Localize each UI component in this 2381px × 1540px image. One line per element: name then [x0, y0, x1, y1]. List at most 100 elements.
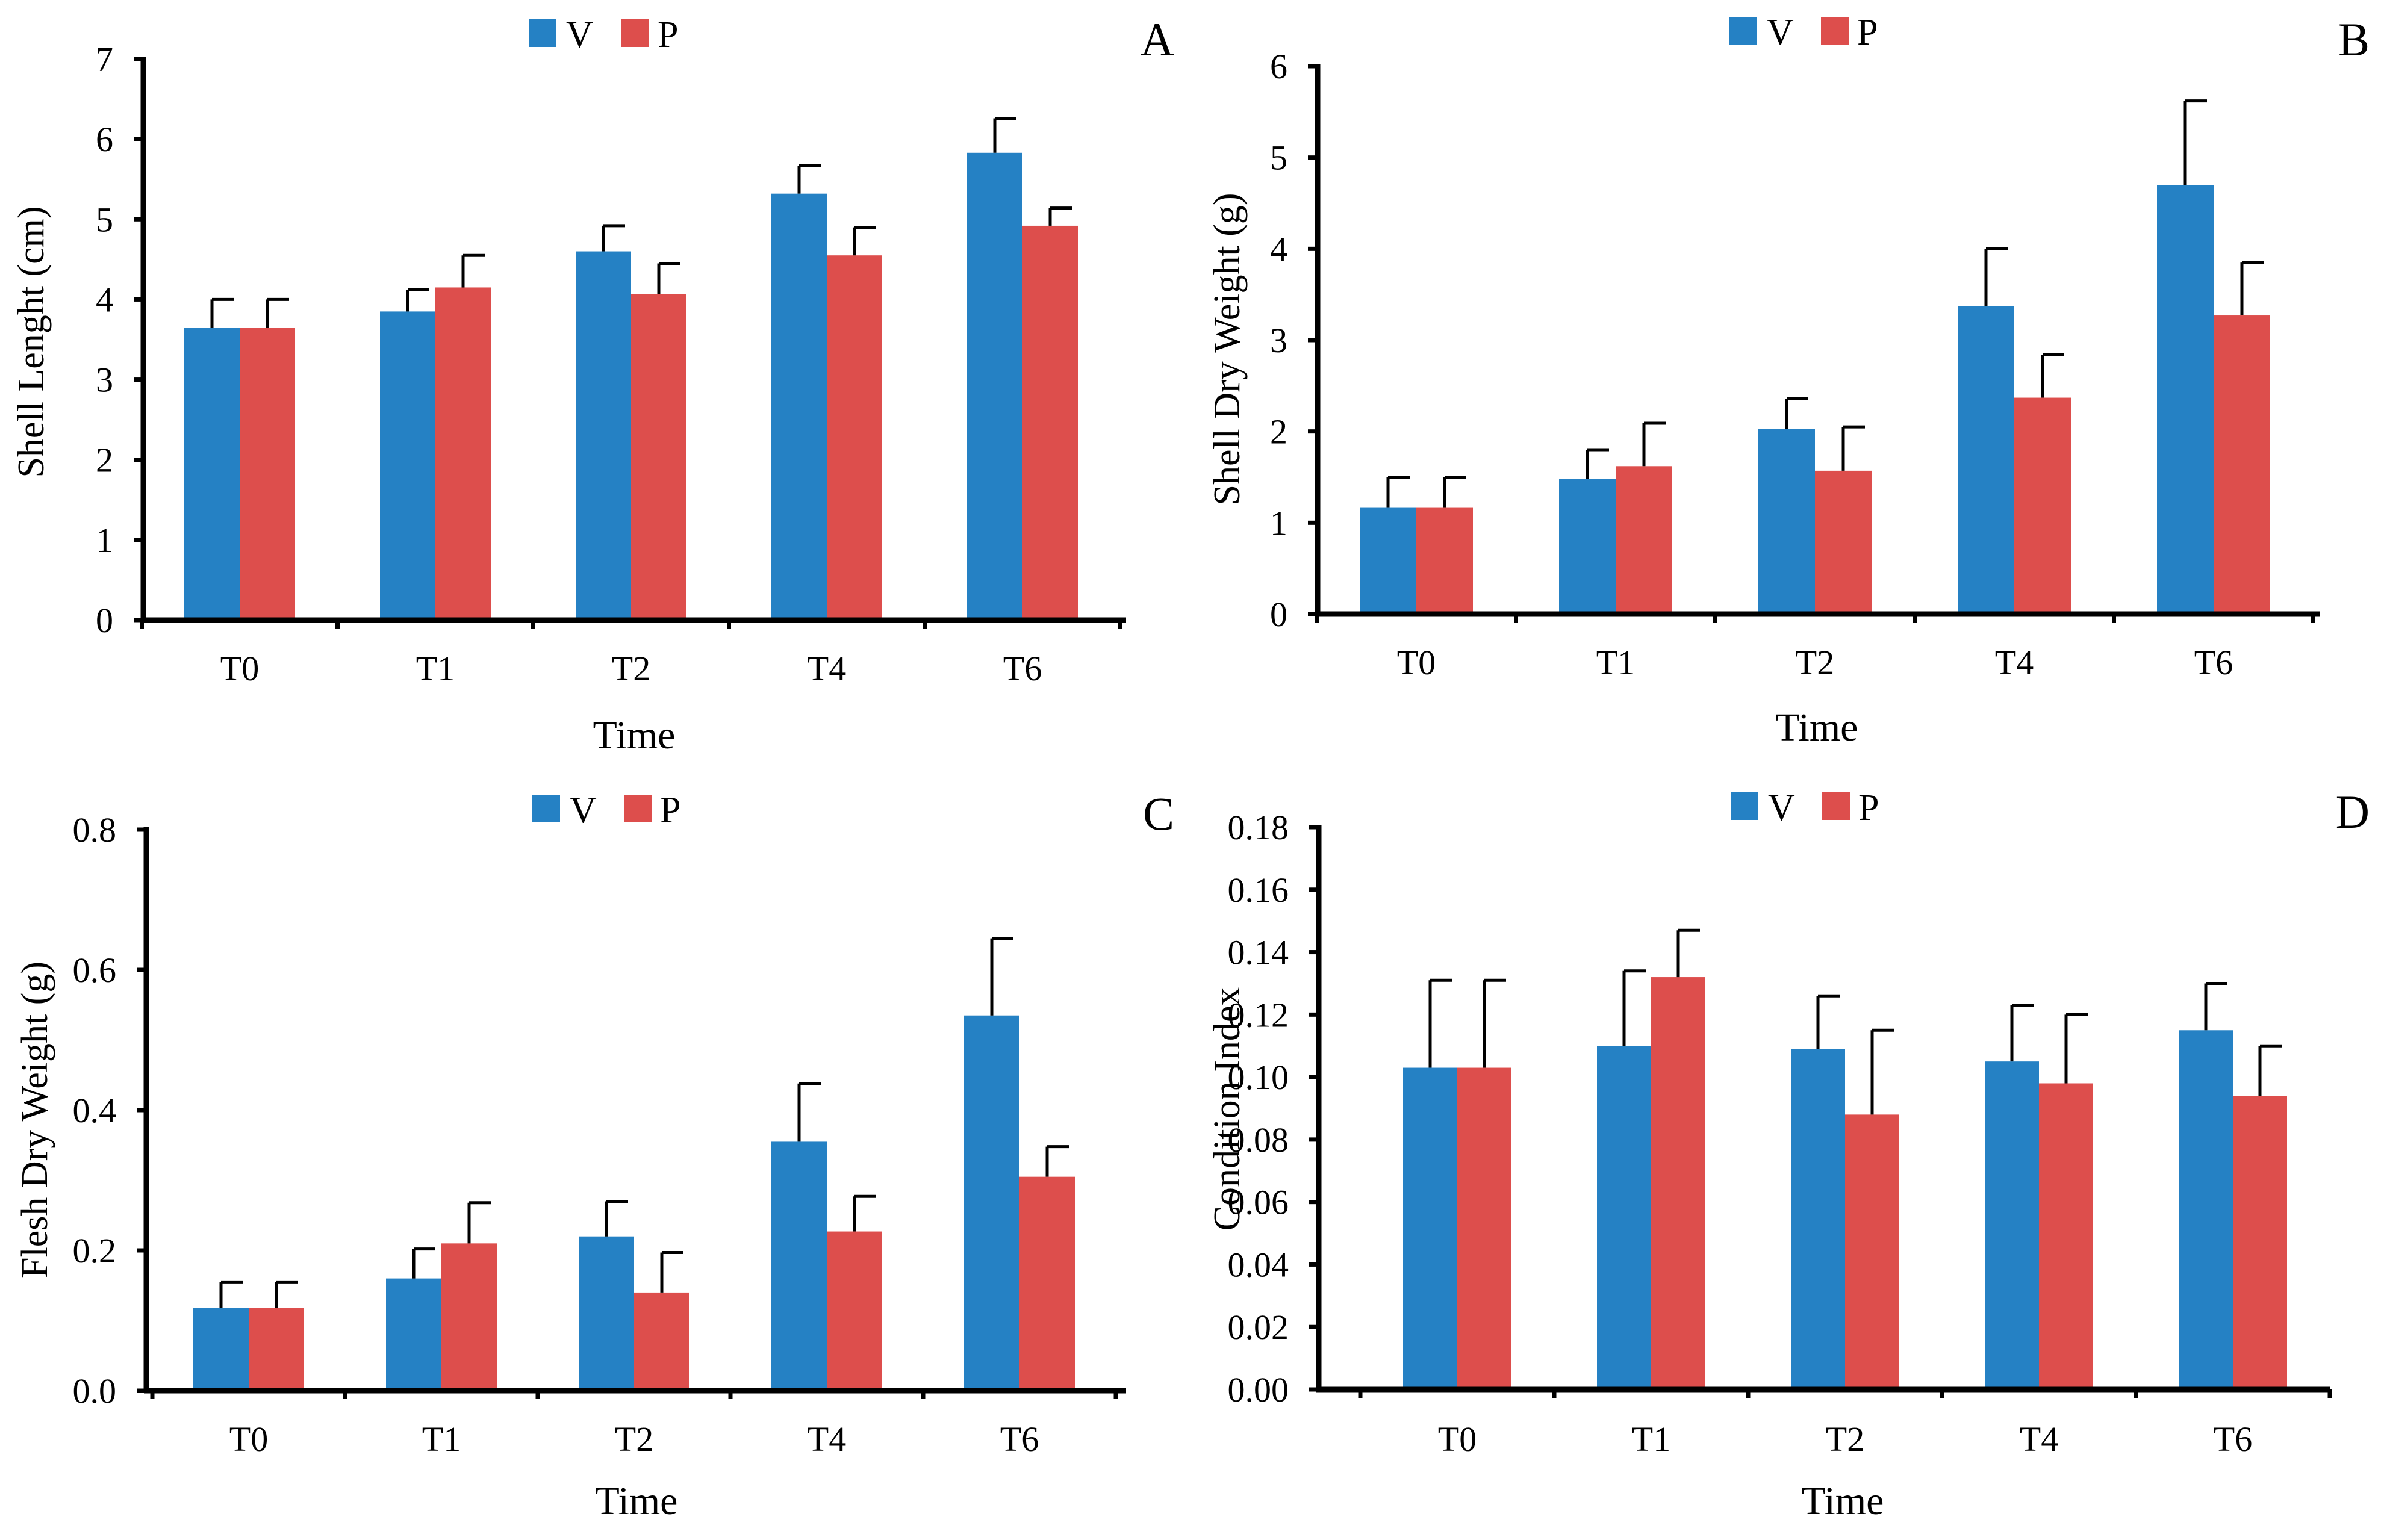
- panel-b-x-tick-label-t0: T0: [1397, 643, 1436, 682]
- panel-d-x-tick-label-t1: T1: [1632, 1420, 1670, 1459]
- panel-a-bar-p-t1: [435, 287, 491, 620]
- panel-a: A V P Time Shell Lenght (cm) T0 T1 T2 T4 T6 0…: [11, 13, 1174, 757]
- panel-d-bar-v-t1: [1597, 1046, 1651, 1389]
- panel-a-bar-p-t2: [631, 294, 686, 620]
- panel-c-x-tick-label-t1: T1: [422, 1420, 461, 1459]
- panel-c-y-tick-label-4: 0.8: [73, 810, 117, 849]
- panel-a-y-axis-title: Shell Lenght (cm): [11, 206, 52, 477]
- panel-d-x-tick-label-t4: T4: [2020, 1420, 2058, 1459]
- panel-b-bar-p-t0: [1416, 507, 1473, 614]
- panel-a-x-tick-label-t4: T4: [808, 649, 846, 688]
- panel-a-legend-p-label: P: [658, 14, 678, 55]
- panel-b-legend-p-label: P: [1857, 12, 1878, 53]
- panel-d-y-tick-label-5: 0.10: [1228, 1058, 1289, 1097]
- panel-a-legend-v-swatch: [529, 19, 556, 47]
- panel-b-y-tick-label-5: 5: [1270, 138, 1287, 178]
- panel-c-legend-p-swatch: [624, 795, 652, 822]
- panel-d-x-axis-title: Time: [1802, 1479, 1884, 1523]
- panel-c-y-tick-label-2: 0.4: [73, 1091, 117, 1130]
- panel-b-bar-v-t0: [1360, 507, 1416, 614]
- panel-d-y-tick-label-9: 0.18: [1228, 808, 1289, 847]
- panel-b-bar-v-t6: [2157, 185, 2214, 615]
- panel-a-x-tick-label-t6: T6: [1003, 649, 1042, 688]
- panel-d-bar-p-t1: [1651, 977, 1705, 1389]
- panel-d-legend-p-label: P: [1858, 787, 1879, 828]
- panel-d-bar-p-t2: [1845, 1114, 1899, 1389]
- panel-d-bar-v-t0: [1403, 1067, 1457, 1389]
- panel-b-y-tick-label-2: 2: [1270, 412, 1287, 452]
- panel-c: C V P Time Flesh Dry Weight (g) T0 T1 T2 T4…: [14, 787, 1174, 1523]
- panel-a-x-tick-label-t1: T1: [416, 649, 455, 688]
- panel-d-y-tick-label-8: 0.16: [1228, 871, 1289, 910]
- panel-b-x-tick-label-t1: T1: [1596, 643, 1635, 682]
- panel-d-y-tick-label-2: 0.04: [1228, 1245, 1289, 1284]
- panel-a-bar-v-t4: [771, 193, 827, 620]
- panel-b-bar-v-t1: [1559, 479, 1616, 614]
- panel-a-bar-v-t2: [576, 251, 631, 620]
- panel-b-legend-v-label: V: [1767, 12, 1794, 53]
- panel-c-x-tick-label-t6: T6: [1000, 1420, 1039, 1459]
- panel-a-plot: T0 T1 T2 T4 T6 0 1 2 3 4 5 6 7: [96, 40, 1126, 688]
- panel-a-x-tick-label-t0: T0: [220, 649, 259, 688]
- panel-b-bar-p-t6: [2214, 315, 2270, 614]
- panel-a-bar-p-t0: [240, 328, 295, 620]
- panel-a-bar-p-t4: [827, 255, 882, 620]
- panel-c-bar-p-t6: [1019, 1176, 1075, 1391]
- panel-b-bar-p-t1: [1616, 466, 1672, 614]
- panel-a-label: A: [1141, 13, 1174, 66]
- panel-c-bar-v-t1: [386, 1278, 441, 1391]
- panel-c-bar-p-t2: [634, 1292, 689, 1391]
- panel-d-bar-v-t2: [1791, 1049, 1845, 1389]
- panel-d-x-tick-label-t0: T0: [1438, 1420, 1477, 1459]
- panel-b-x-axis-title: Time: [1776, 706, 1858, 750]
- panel-d-legend-p-swatch: [1822, 792, 1850, 820]
- panel-d-x-tick-label-t6: T6: [2214, 1420, 2252, 1459]
- panel-d-legend-v-label: V: [1768, 787, 1795, 828]
- panel-d-x-tick-label-t2: T2: [1826, 1420, 1864, 1459]
- panel-b-y-tick-label-6: 6: [1270, 47, 1287, 86]
- panel-b-plot: T0 T1 T2 T4 T6 0 1 2 3 4 5 6: [1270, 47, 2320, 682]
- panel-c-x-tick-label-t0: T0: [229, 1420, 268, 1459]
- panel-a-y-tick-label-7: 7: [96, 40, 113, 79]
- panel-b-bar-p-t4: [2014, 397, 2071, 614]
- panel-b-y-axis-title: Shell Dry Weight (g): [1207, 193, 1248, 505]
- panel-a-y-tick-label-0: 0: [96, 601, 113, 640]
- panel-b-y-tick-label-0: 0: [1270, 595, 1287, 634]
- panel-d-y-tick-label-1: 0.02: [1228, 1308, 1289, 1347]
- panel-b-x-tick-label-t2: T2: [1796, 643, 1834, 682]
- panel-d-plot: T0 T1 T2 T4 T6 0.00 0.02 0.04 0.06 0.08 0.10 0.12 0.…: [1228, 808, 2332, 1459]
- panel-a-bar-v-t0: [184, 328, 240, 620]
- panel-a-y-tick-label-4: 4: [96, 280, 113, 319]
- panel-d-bar-v-t4: [1985, 1061, 2039, 1389]
- panel-c-legend-p-label: P: [660, 790, 680, 831]
- panel-a-legend-p-swatch: [621, 19, 649, 47]
- panel-b-legend-p-swatch: [1821, 17, 1849, 45]
- panel-d-bar-v-t6: [2179, 1030, 2233, 1389]
- panel-c-y-tick-label-3: 0.6: [73, 951, 117, 990]
- panel-c-y-tick-label-0: 0.0: [73, 1371, 117, 1411]
- panel-b-x-tick-label-t4: T4: [1995, 643, 2034, 682]
- panel-c-label: C: [1143, 787, 1174, 840]
- panel-d-y-axis-title: Condition Index: [1207, 987, 1248, 1231]
- panel-c-bar-v-t2: [579, 1236, 634, 1391]
- panel-d-y-tick-label-7: 0.14: [1228, 933, 1289, 972]
- panel-c-bar-p-t0: [249, 1308, 304, 1391]
- panel-c-x-axis-title: Time: [596, 1479, 678, 1523]
- panel-c-bar-v-t0: [193, 1308, 249, 1391]
- panel-d-y-tick-label-0: 0.00: [1228, 1370, 1289, 1409]
- panel-c-y-tick-label-1: 0.2: [73, 1231, 117, 1270]
- panel-a-y-tick-label-2: 2: [96, 441, 113, 480]
- panel-d: D V P Time Condition Index T0 T1 T2 T4 T6 0.0…: [1207, 786, 2370, 1523]
- panel-c-bar-p-t1: [441, 1243, 497, 1391]
- panel-d-y-tick-label-4: 0.08: [1228, 1120, 1289, 1160]
- panel-d-y-tick-label-6: 0.12: [1228, 995, 1289, 1034]
- panel-c-legend-v-swatch: [532, 795, 560, 822]
- panel-a-y-tick-label-1: 1: [96, 521, 113, 560]
- panel-b-y-tick-label-3: 3: [1270, 321, 1287, 360]
- panel-b-y-tick-label-4: 4: [1270, 229, 1287, 269]
- panel-d-label: D: [2336, 786, 2370, 838]
- panel-a-x-tick-label-t2: T2: [612, 649, 650, 688]
- panel-b-bar-v-t2: [1758, 429, 1815, 614]
- panel-c-x-tick-label-t2: T2: [615, 1420, 653, 1459]
